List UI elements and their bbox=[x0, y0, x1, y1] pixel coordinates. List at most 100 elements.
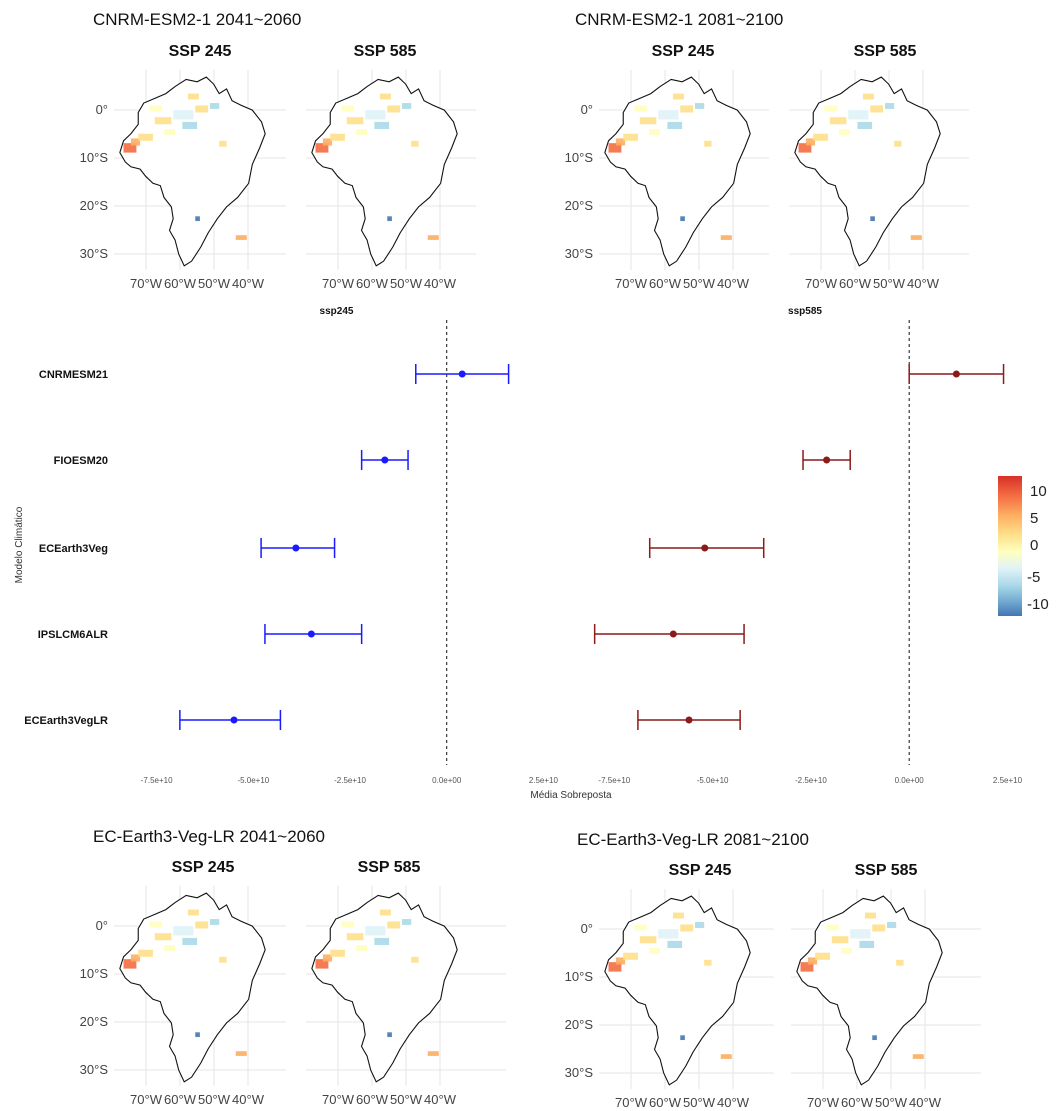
anomaly-patch bbox=[894, 140, 902, 147]
anomaly-patch bbox=[887, 922, 897, 928]
mean-point bbox=[307, 630, 315, 638]
anomaly-patch bbox=[667, 940, 683, 948]
forest-plot: Modelo Climático CNRMESM21 FIOESM20 ECEarth… bbox=[14, 306, 1023, 801]
anomaly-patch bbox=[798, 143, 812, 153]
map-g1-ssp585: 70°W 60°W 50°W 40°W bbox=[306, 70, 476, 291]
anomaly-patch bbox=[123, 143, 137, 153]
anomaly-patch bbox=[815, 952, 830, 960]
anomaly-patch bbox=[912, 1054, 924, 1059]
lon-label: 70°W bbox=[805, 276, 838, 291]
anomaly-patch bbox=[826, 924, 840, 931]
lat-label: 10°S bbox=[565, 150, 594, 165]
anomaly-patch bbox=[402, 103, 412, 109]
legend-label: 5 bbox=[1030, 510, 1039, 527]
group-title-3: EC-Earth3-Veg-LR 2041~2060 bbox=[93, 827, 326, 846]
anomaly-patch bbox=[379, 909, 391, 916]
anomaly-patch bbox=[667, 121, 683, 129]
group-title-4: EC-Earth3-Veg-LR 2081~2100 bbox=[577, 830, 810, 849]
anomaly-patch bbox=[805, 138, 816, 146]
anomaly-patch bbox=[615, 957, 626, 965]
tick-label: 2.5e+10 bbox=[529, 776, 559, 785]
anomaly-patch bbox=[195, 1032, 200, 1038]
anomaly-patch bbox=[427, 235, 439, 240]
anomaly-patch bbox=[672, 93, 684, 100]
brazil-outline bbox=[604, 76, 751, 267]
anomaly-patch bbox=[322, 138, 333, 146]
anomaly-patch bbox=[824, 105, 838, 112]
anomaly-patch bbox=[623, 952, 638, 960]
lon-label: 40°W bbox=[232, 1092, 265, 1107]
anomaly-patch bbox=[862, 93, 874, 100]
lon-label: 60°W bbox=[164, 1092, 197, 1107]
anomaly-patch bbox=[138, 949, 153, 957]
brazil-outline bbox=[311, 76, 458, 267]
category-label: FIOESM20 bbox=[54, 455, 108, 467]
tick-label: 2.5e+10 bbox=[993, 776, 1023, 785]
lat-label: 30°S bbox=[80, 246, 109, 261]
anomaly-patch bbox=[374, 937, 390, 945]
anomaly-patch bbox=[634, 924, 648, 931]
anomaly-patch bbox=[800, 962, 814, 972]
anomaly-patch bbox=[164, 945, 176, 951]
facet-title: ssp585 bbox=[788, 306, 822, 317]
anomaly-patch bbox=[138, 133, 153, 141]
map-g2-ssp245: 0° 10°S 20°S 30°S 70°W 60°W 50°W 40°W bbox=[565, 70, 769, 291]
lon-label: 60°W bbox=[841, 1095, 874, 1110]
anomaly-patch bbox=[149, 921, 163, 928]
anomaly-patch bbox=[720, 235, 732, 240]
anomaly-patch bbox=[634, 105, 648, 112]
anomaly-patch bbox=[639, 936, 657, 944]
anomaly-patch bbox=[841, 948, 853, 954]
anomaly-patch bbox=[411, 956, 419, 963]
mean-point bbox=[458, 370, 466, 378]
anomaly-patch bbox=[173, 926, 194, 936]
mean-point bbox=[381, 456, 389, 464]
lat-label: 20°S bbox=[565, 198, 594, 213]
anomaly-patch bbox=[839, 129, 851, 135]
anomaly-patch bbox=[411, 140, 419, 147]
lon-label: 60°W bbox=[356, 1092, 389, 1107]
anomaly-patch bbox=[680, 105, 694, 113]
anomaly-patch bbox=[210, 103, 220, 109]
anomaly-patch bbox=[885, 103, 895, 109]
tick-label: 0.0e+00 bbox=[895, 776, 925, 785]
anomaly-patch bbox=[346, 933, 364, 941]
lon-label: 50°W bbox=[390, 276, 423, 291]
anomaly-patch bbox=[831, 936, 849, 944]
panel-title-g3-ssp585: SSP 585 bbox=[357, 859, 421, 876]
anomaly-patch bbox=[365, 110, 386, 120]
x-axis-label: Média Sobreposta bbox=[530, 790, 612, 801]
map-layer: 0° 10°S 20°S 30°S 70°W 60°W 50°W 40°W bbox=[80, 886, 286, 1107]
legend-label: 10 bbox=[1030, 483, 1047, 500]
tick-label: -2.5e+10 bbox=[334, 776, 366, 785]
tick-label: -7.5e+10 bbox=[141, 776, 173, 785]
brazil-outline bbox=[796, 895, 943, 1086]
anomaly-patch bbox=[149, 105, 163, 112]
anomaly-patch bbox=[379, 93, 391, 100]
anomaly-patch bbox=[615, 138, 626, 146]
category-label: IPSLCM6ALR bbox=[38, 629, 108, 641]
lon-label: 70°W bbox=[807, 1095, 840, 1110]
anomaly-patch bbox=[704, 140, 712, 147]
anomaly-patch bbox=[807, 957, 818, 965]
mean-point bbox=[230, 716, 238, 724]
brazil-outline bbox=[119, 76, 266, 267]
anomaly-patch bbox=[356, 945, 368, 951]
mean-point bbox=[823, 456, 831, 464]
anomaly-patch bbox=[658, 110, 679, 120]
lon-label: 50°W bbox=[198, 276, 231, 291]
lat-label: 20°S bbox=[565, 1017, 594, 1032]
anomaly-patch bbox=[315, 143, 329, 153]
lat-label: 0° bbox=[581, 102, 593, 117]
mean-point bbox=[685, 716, 693, 724]
anomaly-patch bbox=[365, 926, 386, 936]
map-layer: 70°W 60°W 50°W 40°W bbox=[789, 70, 969, 291]
anomaly-patch bbox=[680, 216, 685, 222]
lat-label: 10°S bbox=[80, 966, 109, 981]
mean-point bbox=[292, 544, 300, 552]
anomaly-patch bbox=[870, 105, 884, 113]
anomaly-patch bbox=[195, 921, 209, 929]
anomaly-patch bbox=[608, 962, 622, 972]
anomaly-patch bbox=[695, 103, 705, 109]
lon-label: 50°W bbox=[683, 276, 716, 291]
